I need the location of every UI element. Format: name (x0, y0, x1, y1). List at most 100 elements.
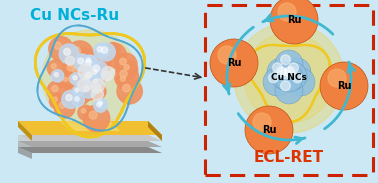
Circle shape (88, 64, 94, 69)
Circle shape (275, 64, 303, 92)
Circle shape (81, 109, 86, 113)
Circle shape (72, 79, 87, 94)
Circle shape (50, 94, 65, 109)
Circle shape (97, 47, 102, 52)
Text: Ru: Ru (227, 58, 241, 68)
Polygon shape (18, 147, 32, 159)
Circle shape (47, 81, 68, 102)
Circle shape (48, 60, 64, 77)
Circle shape (92, 54, 111, 74)
Circle shape (81, 56, 99, 73)
Circle shape (101, 67, 115, 80)
Circle shape (42, 30, 138, 126)
Circle shape (88, 61, 108, 80)
Circle shape (85, 74, 89, 79)
Circle shape (73, 58, 79, 65)
Circle shape (82, 72, 95, 84)
Circle shape (71, 48, 95, 72)
Circle shape (244, 33, 334, 123)
Circle shape (102, 71, 112, 81)
Circle shape (101, 47, 108, 53)
Polygon shape (18, 147, 162, 153)
Circle shape (73, 86, 84, 97)
Circle shape (278, 3, 296, 21)
Circle shape (91, 76, 102, 88)
Circle shape (64, 48, 70, 55)
Circle shape (287, 68, 315, 96)
Circle shape (74, 73, 102, 100)
Circle shape (80, 61, 87, 68)
Circle shape (92, 55, 98, 61)
Circle shape (78, 64, 94, 79)
Circle shape (74, 55, 98, 79)
Circle shape (91, 88, 104, 100)
Circle shape (91, 84, 101, 93)
Circle shape (89, 111, 97, 119)
Circle shape (91, 79, 104, 92)
Circle shape (54, 42, 62, 49)
Circle shape (89, 66, 103, 80)
Polygon shape (18, 141, 32, 153)
Circle shape (94, 43, 109, 59)
Circle shape (91, 66, 98, 73)
Circle shape (49, 37, 73, 61)
Circle shape (116, 72, 133, 89)
Circle shape (67, 64, 74, 71)
Circle shape (75, 88, 79, 92)
Circle shape (234, 23, 344, 133)
Circle shape (120, 76, 125, 81)
Circle shape (293, 73, 302, 83)
Circle shape (117, 79, 143, 104)
Circle shape (253, 113, 271, 131)
Circle shape (68, 75, 77, 83)
Circle shape (73, 76, 77, 80)
Circle shape (275, 76, 303, 104)
Circle shape (74, 81, 79, 86)
Circle shape (115, 53, 137, 76)
Circle shape (82, 69, 98, 85)
Circle shape (120, 70, 127, 77)
Circle shape (124, 65, 129, 70)
Circle shape (288, 63, 298, 73)
Circle shape (84, 69, 97, 82)
Circle shape (109, 46, 113, 51)
Circle shape (89, 83, 106, 100)
Circle shape (62, 59, 85, 82)
Circle shape (87, 50, 108, 72)
Circle shape (275, 50, 303, 78)
Circle shape (54, 97, 75, 118)
Circle shape (76, 53, 84, 61)
Circle shape (84, 60, 102, 78)
Circle shape (70, 56, 96, 82)
Polygon shape (18, 135, 32, 147)
Circle shape (270, 0, 318, 44)
Circle shape (97, 99, 107, 109)
Text: Cu NCs-Ru: Cu NCs-Ru (31, 8, 119, 23)
Circle shape (59, 102, 65, 108)
Circle shape (85, 72, 91, 78)
Circle shape (74, 54, 91, 71)
Polygon shape (18, 121, 162, 135)
Circle shape (245, 106, 293, 154)
Circle shape (263, 68, 291, 96)
Circle shape (83, 105, 110, 132)
Circle shape (99, 101, 102, 105)
Circle shape (277, 67, 287, 77)
Circle shape (73, 47, 81, 55)
Circle shape (53, 97, 57, 102)
Polygon shape (60, 121, 120, 131)
Circle shape (320, 62, 368, 110)
Circle shape (85, 60, 91, 66)
Circle shape (271, 62, 299, 90)
Circle shape (267, 58, 295, 86)
Circle shape (280, 69, 290, 79)
Text: ECL-RET: ECL-RET (254, 150, 324, 165)
Text: Ru: Ru (287, 15, 301, 25)
Polygon shape (18, 135, 162, 141)
Polygon shape (148, 121, 162, 141)
Circle shape (75, 61, 83, 69)
Circle shape (80, 79, 88, 87)
Circle shape (97, 102, 101, 107)
Circle shape (70, 83, 91, 105)
Circle shape (285, 67, 294, 77)
